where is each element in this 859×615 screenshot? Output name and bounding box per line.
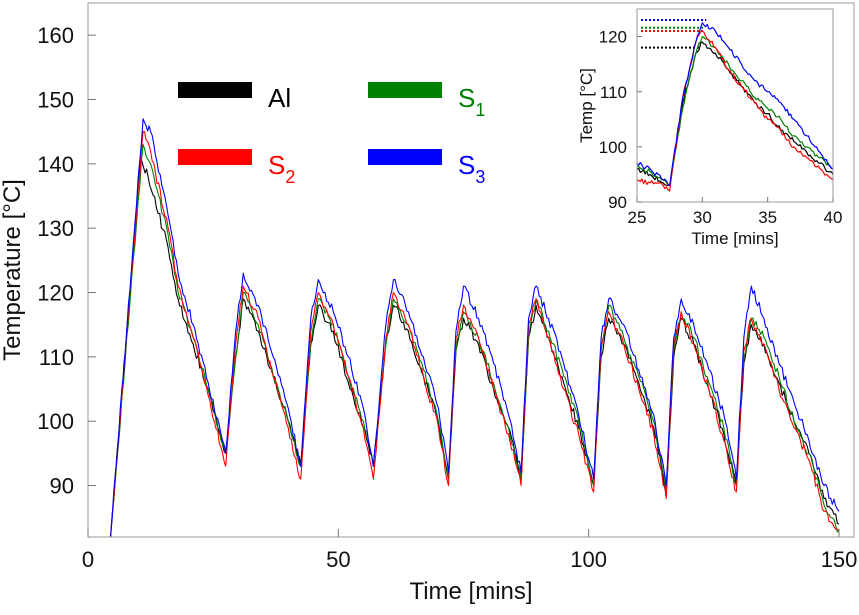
legend-item-al: Al [178, 82, 291, 113]
main-x-axis-label: Time [mins] [409, 578, 532, 605]
legend-swatch-s2 [178, 149, 252, 165]
main-y-tick-label: 140 [37, 152, 74, 177]
main-y-tick-label: 90 [50, 473, 74, 498]
inset-background [637, 9, 833, 202]
main-series-line-s3 [109, 118, 840, 537]
main-y-tick-label: 130 [37, 216, 74, 241]
main-y-tick-label: 100 [37, 409, 74, 434]
inset-plot-frame [636, 8, 834, 203]
main-plot-frame [87, 2, 855, 538]
inset-chart: 25 30 35 40 90 100 110 120 Time [mins] Temp [°C… [577, 8, 843, 248]
main-x-tick-label: 150 [821, 547, 858, 572]
main-chart: 0 50 100 150 90 100 110 120 130 140 150 160 Time [m… [0, 2, 857, 605]
legend-label-s1: S1 [458, 83, 485, 120]
main-y-tick-label: 110 [39, 345, 74, 370]
inset-series-line-s2 [637, 30, 833, 192]
inset-y-tick-label: 110 [600, 83, 627, 102]
legend: Al S1 S2 S3 [178, 82, 485, 187]
main-series-line-s2 [109, 130, 840, 537]
main-axes: 0 50 100 150 90 100 110 120 130 140 150 160 [37, 23, 857, 572]
main-y-tick-label: 120 [37, 280, 74, 305]
inset-axes: 25 30 35 40 90 100 110 120 [599, 28, 843, 227]
inset-series-line-s3 [637, 22, 833, 187]
main-plot-lines [109, 118, 840, 537]
legend-swatch-al [178, 82, 252, 98]
inset-y-tick-label: 120 [599, 28, 627, 47]
legend-label-al: Al [268, 83, 291, 113]
inset-y-axis-label: Temp [°C] [577, 68, 596, 143]
legend-item-s1: S1 [368, 82, 485, 120]
main-y-axis-label: Temperature [°C] [0, 179, 26, 361]
inset-x-tick-label: 35 [758, 208, 777, 227]
legend-label-s2: S2 [268, 150, 295, 187]
inset-y-tick-label: 100 [599, 138, 627, 157]
inset-x-tick-label: 40 [824, 208, 843, 227]
inset-plot-lines [637, 19, 833, 192]
inset-y-tick-label: 90 [608, 193, 627, 212]
inset-x-tick-label: 25 [628, 208, 647, 227]
inset-x-tick-label: 30 [693, 208, 712, 227]
legend-label-s3: S3 [458, 150, 485, 187]
main-y-tick-label: 150 [37, 87, 74, 112]
legend-item-s2: S2 [178, 149, 295, 187]
legend-swatch-s3 [368, 149, 442, 165]
main-x-tick-label: 0 [82, 547, 94, 572]
main-y-tick-label: 160 [37, 23, 74, 48]
inset-x-axis-label: Time [mins] [691, 229, 778, 248]
main-x-tick-label: 50 [326, 547, 350, 572]
legend-swatch-s1 [368, 82, 442, 98]
legend-item-s3: S3 [368, 149, 485, 187]
main-x-tick-label: 100 [570, 547, 607, 572]
